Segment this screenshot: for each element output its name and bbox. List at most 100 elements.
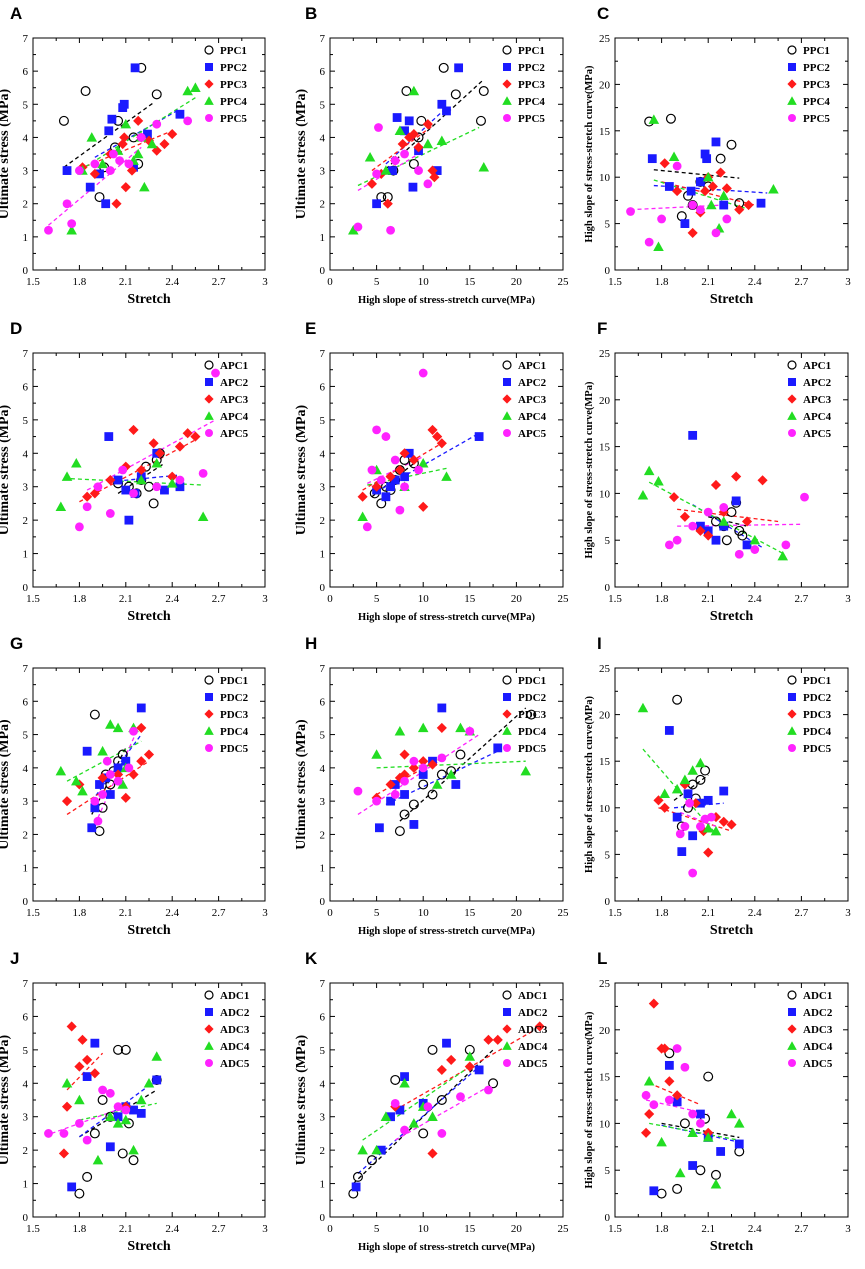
panel-h-legend-label-1: PDC1 (518, 675, 546, 687)
panel-k-plot (348, 1021, 545, 1199)
panel-l-adc1-point (679, 1118, 690, 1129)
panel-k-ylabel: Ultimate stress (MPa) (294, 1034, 309, 1165)
panel-e-apc2-point (381, 492, 391, 502)
panel-i-pdc3-point (679, 779, 690, 790)
panel-g-ylabel: Ultimate stress (MPa) (0, 719, 12, 850)
panel-a-ppc3-point (120, 182, 131, 193)
panel-b-ppc1-point (475, 115, 486, 126)
panel-j-adc4-point (135, 1094, 147, 1105)
panel-l-adc1-point (700, 1113, 711, 1124)
panel-h-ytick-label: 1 (320, 863, 326, 875)
panel-a-ytick-label: 5 (23, 99, 29, 111)
panel-a-label: A (10, 4, 22, 23)
panel-g-pdc1-point (105, 779, 116, 790)
panel-h-pdc3-point (436, 722, 447, 733)
panel-g-pdc2-point (87, 823, 97, 833)
panel-e-apc5-point (418, 368, 428, 378)
panel-f-apc2-point (742, 540, 752, 550)
panel-c-ppc1-point (726, 139, 737, 150)
panel-d-ytick-label: 5 (23, 415, 29, 427)
panel-l-adc4-point (656, 1136, 667, 1147)
panel-h-xtick-label: 25 (558, 907, 570, 919)
panel-f-apc5-point (734, 549, 744, 559)
panel-f-apc3-point (757, 475, 768, 486)
panel-e-apc4-point (357, 511, 368, 522)
panel-l-plot (641, 998, 745, 1199)
panel-b-ppc2-point (404, 116, 414, 126)
panel-e-ytick-label: 0 (320, 582, 326, 594)
panel-e-ytick-label: 5 (320, 415, 326, 427)
panel-c-legend-marker-5 (788, 114, 796, 122)
panel-i-pdc5-point (685, 798, 694, 808)
panel-d-apc2-point (113, 475, 123, 485)
panel-k-adc3-point (436, 1064, 447, 1075)
panel-l-legend-label-2: ADC2 (803, 1007, 833, 1019)
panel-j-ytick-label: 7 (23, 978, 29, 990)
panel-a-ppc3-point (89, 168, 100, 179)
panel-f-label: F (597, 319, 607, 338)
panel-k-xtick-label: 25 (558, 1223, 570, 1235)
panel-j-adc4-point (105, 1111, 116, 1121)
panel-d-label: D (10, 319, 22, 338)
panel-e-apc4-point (417, 458, 429, 468)
panel-f-ytick-label: 20 (599, 395, 611, 407)
panel-d-apc4-point (151, 458, 163, 468)
panel-a-ppc5-point (67, 219, 77, 229)
panel-k-adc5-point (390, 1098, 400, 1108)
panel-e-apc3-point (432, 431, 443, 442)
panel-h-ylabel: Ultimate stress (MPa) (294, 719, 309, 850)
panel-d-ytick-label: 4 (23, 448, 29, 460)
panel-l-xlabel: Stretch (710, 1239, 753, 1254)
panel-b-ppc4-point (394, 125, 406, 136)
panel-e-label: E (305, 319, 316, 338)
panel-b-ppc2-point (392, 113, 402, 122)
panel-l-adc5-point (672, 1044, 682, 1053)
panel-f-legend-label-2: APC2 (803, 377, 832, 389)
panel-d-apc5-point (198, 468, 208, 478)
panel-e-ytick-label: 4 (320, 448, 326, 460)
panel-d-ytick-label: 1 (23, 549, 29, 561)
panel-k-adc5-fit (394, 1086, 489, 1141)
panel-c-ppc5-point (626, 207, 635, 216)
panel-i-pdc3-point (726, 819, 737, 830)
panel-b-ppc1-point (478, 86, 489, 97)
panel-j-ytick-label: 1 (23, 1179, 29, 1191)
panel-i-pdc2-point (672, 812, 682, 822)
panel-a-ppc4-point (132, 148, 144, 159)
panel-f-legend-marker-5 (788, 429, 796, 437)
panel-b-xtick-label: 15 (464, 276, 476, 288)
panel-a-xtick-label: 2.7 (212, 276, 226, 288)
panel-h-ytick-label: 7 (320, 663, 326, 675)
panel-f-ylabel: High slope of stress-stretch curve(MPa) (584, 381, 595, 558)
panel-b-legend-label-1: PPC1 (518, 45, 545, 57)
panel-b-ppc5-point (390, 156, 400, 166)
panel-j-legend-marker-2 (205, 1008, 213, 1016)
panel-l-adc4-point (674, 1167, 686, 1178)
panel-b-ppc2-point (408, 182, 418, 192)
panel-f-legend-label-4: APC4 (803, 411, 832, 423)
panel-k-legend-label-5: ADC5 (518, 1058, 548, 1070)
panel-g-legend-marker-1 (204, 675, 214, 685)
panel-j-adc3-point (58, 1148, 69, 1159)
panel-a-legend-marker-1 (204, 45, 214, 55)
panel-g-pdc2-point (95, 780, 104, 789)
panel-d-ytick-label: 6 (23, 381, 29, 393)
panel-j-xtick-label: 2.7 (212, 1223, 226, 1235)
panel-b-ppc3-point (408, 129, 419, 140)
panel-k-adc3-point (446, 1054, 457, 1065)
panel-i-pdc4-point (659, 788, 670, 799)
panel-b-label: B (305, 4, 317, 23)
panel-l-adc1-point (703, 1071, 714, 1082)
panel-j-adc3-point (82, 1054, 93, 1065)
panel-k-adc2-point (400, 1072, 409, 1081)
panel-k-adc4-point (357, 1144, 368, 1155)
panel-a-xtick-label: 2.1 (119, 276, 133, 288)
panel-a: A 1.5 1.8 2.1 2.4 2.7 3 0 1 2 3 4 5 6 7 Stretch Ultimate… (0, 4, 268, 307)
panel-i-legend-label-2: PDC2 (803, 692, 832, 704)
panel-l-adc3-point (672, 1090, 683, 1101)
panel-f-apc1-point (721, 535, 732, 546)
panel-l-adc2-point (664, 1060, 674, 1070)
panel-b-legend-marker-2 (503, 63, 511, 71)
panel-g-legend-label-2: PDC2 (220, 692, 249, 704)
panel-h-pdc1-point (436, 769, 447, 780)
